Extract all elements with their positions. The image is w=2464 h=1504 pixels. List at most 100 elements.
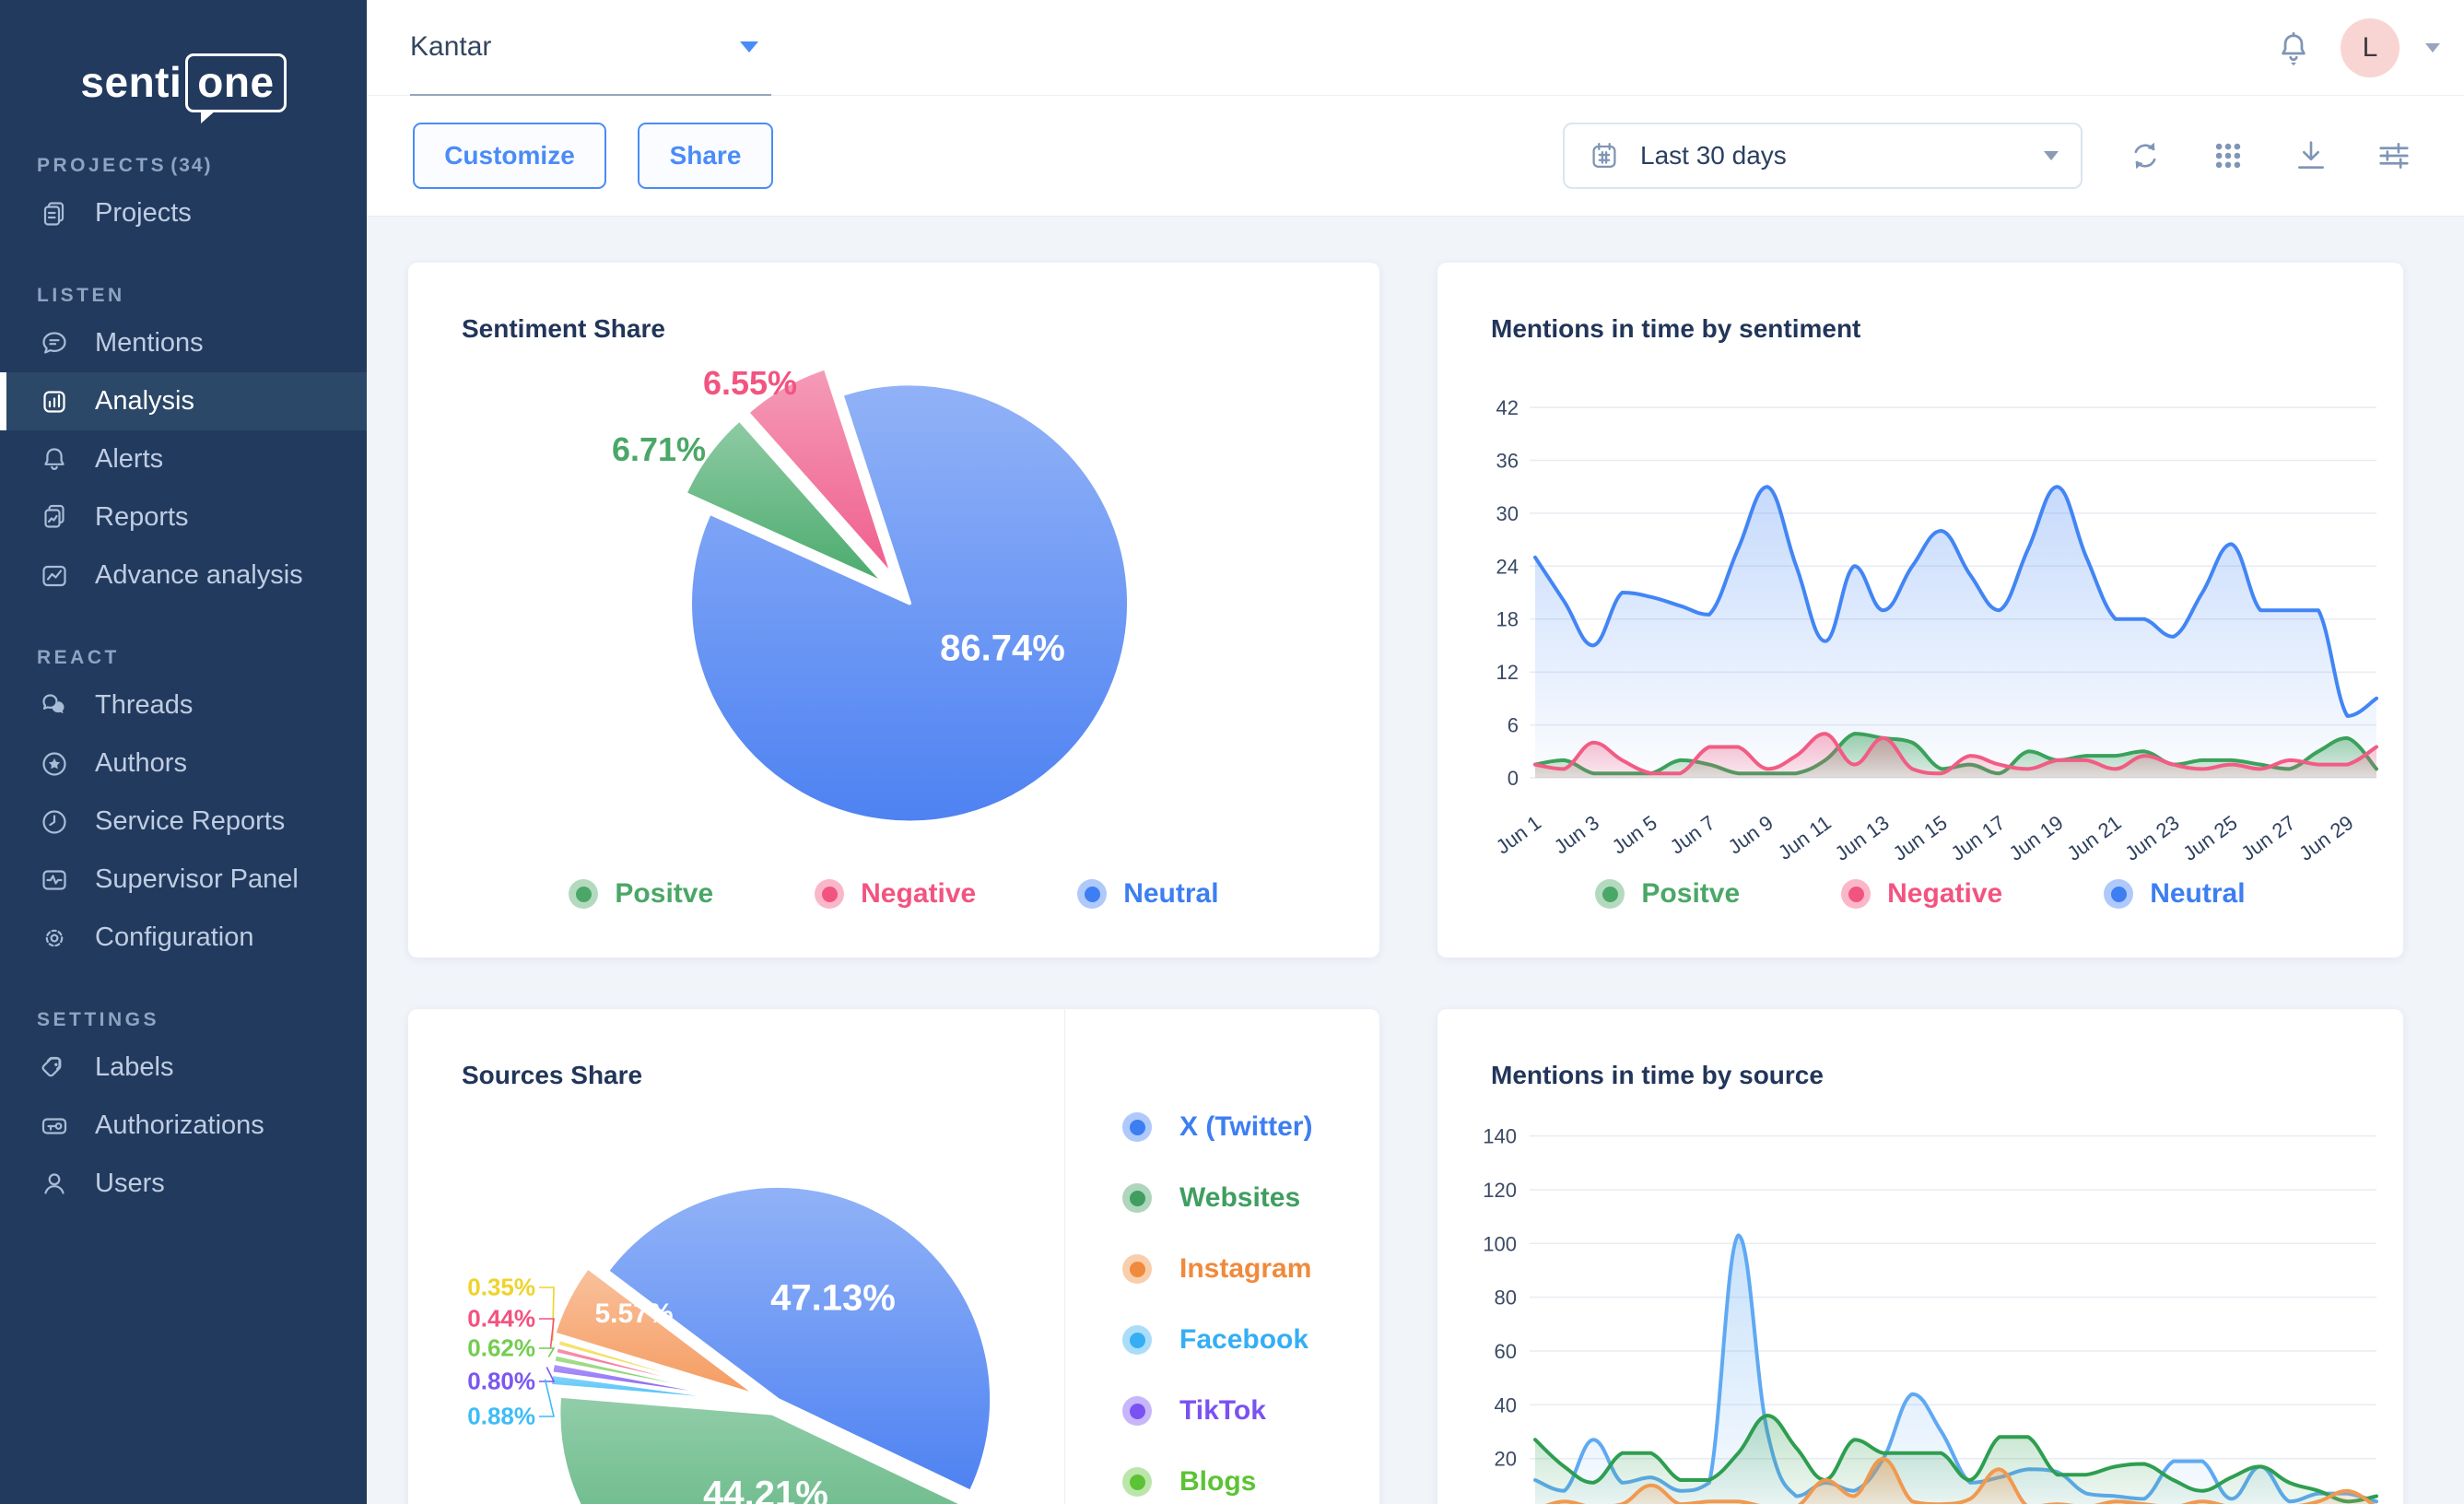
header-right: L xyxy=(2272,0,2440,95)
toolbar-right: Last 30 days xyxy=(1563,123,2414,189)
legend-item-negative[interactable]: Negative xyxy=(815,878,976,910)
mentions-by-sentiment-card: Mentions in time by sentiment 0 6 12 18 24 30… xyxy=(1437,263,2403,958)
sidebar-item-supervisor-panel[interactable]: Supervisor Panel xyxy=(0,851,367,909)
sidebar-item-mentions[interactable]: Mentions xyxy=(0,314,367,372)
pie-value-neutral: 86.74% xyxy=(940,628,1065,669)
logo-text-one: one xyxy=(185,53,287,123)
legend-marker xyxy=(1595,879,1625,909)
service-reports-icon xyxy=(37,805,72,840)
pie-slice-0-35[interactable] xyxy=(555,1336,766,1404)
apps-grid-icon[interactable] xyxy=(2208,135,2248,176)
sidebar-item-labels[interactable]: Labels xyxy=(0,1039,367,1097)
legend-item-x-twitter[interactable]: X (Twitter) xyxy=(1122,1107,1312,1147)
legend-item-instagram[interactable]: Instagram xyxy=(1122,1249,1312,1289)
legend-label: Facebook xyxy=(1179,1324,1309,1355)
users-icon xyxy=(37,1167,72,1202)
series-area-neutral xyxy=(1535,487,2376,778)
series-line-positve xyxy=(1533,732,2378,776)
sidebar-item-reports[interactable]: Reports xyxy=(0,488,367,546)
toolbar: Customize Share Last 30 days xyxy=(367,96,2464,217)
series-line-negative xyxy=(1533,732,2378,776)
configuration-icon xyxy=(37,921,72,956)
pie-callout: 0.80% xyxy=(467,1367,535,1395)
legend-marker xyxy=(815,879,845,909)
customize-button[interactable]: Customize xyxy=(413,123,606,189)
legend-item-blogs[interactable]: Blogs xyxy=(1122,1462,1312,1502)
threads-icon xyxy=(37,688,72,723)
legend-item-negative[interactable]: Negative xyxy=(1841,878,2002,910)
legend-item-websites[interactable]: Websites xyxy=(1122,1178,1312,1218)
sidebar-item-configuration[interactable]: Configuration xyxy=(0,909,367,967)
sidebar-item-users[interactable]: Users xyxy=(0,1155,367,1213)
refresh-icon[interactable] xyxy=(2125,135,2165,176)
legend-item-neutral[interactable]: Neutral xyxy=(1077,878,1219,910)
pie-slice-websites[interactable] xyxy=(557,1393,967,1504)
card-title: Mentions in time by sentiment xyxy=(1491,314,1861,343)
date-range-selector[interactable]: Last 30 days xyxy=(1563,123,2083,189)
download-icon[interactable] xyxy=(2291,135,2331,176)
calendar-icon xyxy=(1587,138,1622,173)
chevron-down-icon xyxy=(740,41,758,53)
sidebar-item-authorizations[interactable]: Authorizations xyxy=(0,1097,367,1155)
pie-callout-line xyxy=(539,1347,556,1357)
svg-text:Jun 3: Jun 3 xyxy=(1550,811,1603,859)
sidebar-item-authors[interactable]: Authors xyxy=(0,734,367,793)
sidebar-item-projects[interactable]: Projects xyxy=(0,184,367,242)
series-line-neutral xyxy=(1533,485,2378,718)
sentiment-share-card: Sentiment Share 86.74% 6.71% 6.55% Posit… xyxy=(408,263,1379,958)
pie-value-positive: 6.71% xyxy=(611,430,707,468)
account-chevron-down-icon[interactable] xyxy=(2425,42,2440,53)
share-button[interactable]: Share xyxy=(638,123,773,189)
legend-label: Positve xyxy=(1641,878,1741,909)
notifications-bell-icon[interactable] xyxy=(2272,27,2315,69)
sidebar-item-threads[interactable]: Threads xyxy=(0,676,367,734)
svg-text:Jun 29: Jun 29 xyxy=(2294,811,2357,865)
svg-text:Jun 25: Jun 25 xyxy=(2178,811,2241,865)
mentions-icon xyxy=(37,326,72,361)
pie-slice-x-twitter[interactable] xyxy=(604,1183,994,1494)
series-line-x-twitter xyxy=(1533,1233,2378,1504)
legend-label: Neutral xyxy=(2150,878,2246,909)
legend-marker xyxy=(2104,879,2134,909)
legend-marker xyxy=(1122,1254,1152,1284)
legend-label: Positve xyxy=(615,878,714,909)
series-area-x-twitter xyxy=(1535,1235,2376,1504)
labels-icon xyxy=(37,1051,72,1086)
sidebar-heading-listen: LISTEN xyxy=(37,285,125,306)
logo-text-senti: senti xyxy=(80,58,182,106)
series-line-websites xyxy=(1533,1414,2378,1504)
avatar[interactable]: L xyxy=(2341,18,2399,77)
pie-value-instagram: 5.57% xyxy=(594,1298,674,1329)
card-title: Mentions in time by source xyxy=(1491,1061,1824,1089)
legend-item-neutral[interactable]: Neutral xyxy=(2104,878,2246,910)
svg-text:Jun 15: Jun 15 xyxy=(1889,811,1952,865)
legend-item-positve[interactable]: Positve xyxy=(569,878,713,910)
dashboard-content: Sentiment Share 86.74% 6.71% 6.55% Posit… xyxy=(367,217,2464,1504)
project-selector[interactable]: Kantar xyxy=(410,0,771,96)
sidebar-item-advance-analysis[interactable]: Advance analysis xyxy=(0,546,367,605)
legend-item-positve[interactable]: Positve xyxy=(1595,878,1740,910)
legend-item-tiktok[interactable]: TikTok xyxy=(1122,1391,1312,1431)
pie-slice-positve[interactable] xyxy=(683,417,887,586)
pie-callout-line xyxy=(539,1287,555,1342)
speech-bubble-tail xyxy=(201,110,217,123)
svg-text:Jun 5: Jun 5 xyxy=(1608,811,1661,859)
svg-text:Jun 23: Jun 23 xyxy=(2120,811,2183,865)
sidebar-item-service-reports[interactable]: Service Reports xyxy=(0,793,367,851)
date-range-value: Last 30 days xyxy=(1640,141,1787,170)
svg-text:Jun 19: Jun 19 xyxy=(2004,811,2067,865)
filters-sliders-icon[interactable] xyxy=(2374,135,2414,176)
pie-slice-negative[interactable] xyxy=(745,366,896,579)
legend-marker xyxy=(1077,879,1108,909)
svg-text:Jun 17: Jun 17 xyxy=(1946,811,2009,865)
series-line-instagram xyxy=(1544,1456,2376,1504)
legend-item-facebook[interactable]: Facebook xyxy=(1122,1320,1312,1360)
top-header: Kantar L xyxy=(367,0,2464,96)
pie-slice-neutral[interactable] xyxy=(688,382,1131,825)
sidebar-item-analysis[interactable]: Analysis xyxy=(0,372,367,430)
sidebar: senti one PROJECTS (34) Projects LISTEN Menti… xyxy=(0,0,367,1504)
pie-callout: 0.62% xyxy=(467,1334,535,1362)
legend-label: TikTok xyxy=(1179,1395,1266,1426)
sidebar-item-alerts[interactable]: Alerts xyxy=(0,430,367,488)
